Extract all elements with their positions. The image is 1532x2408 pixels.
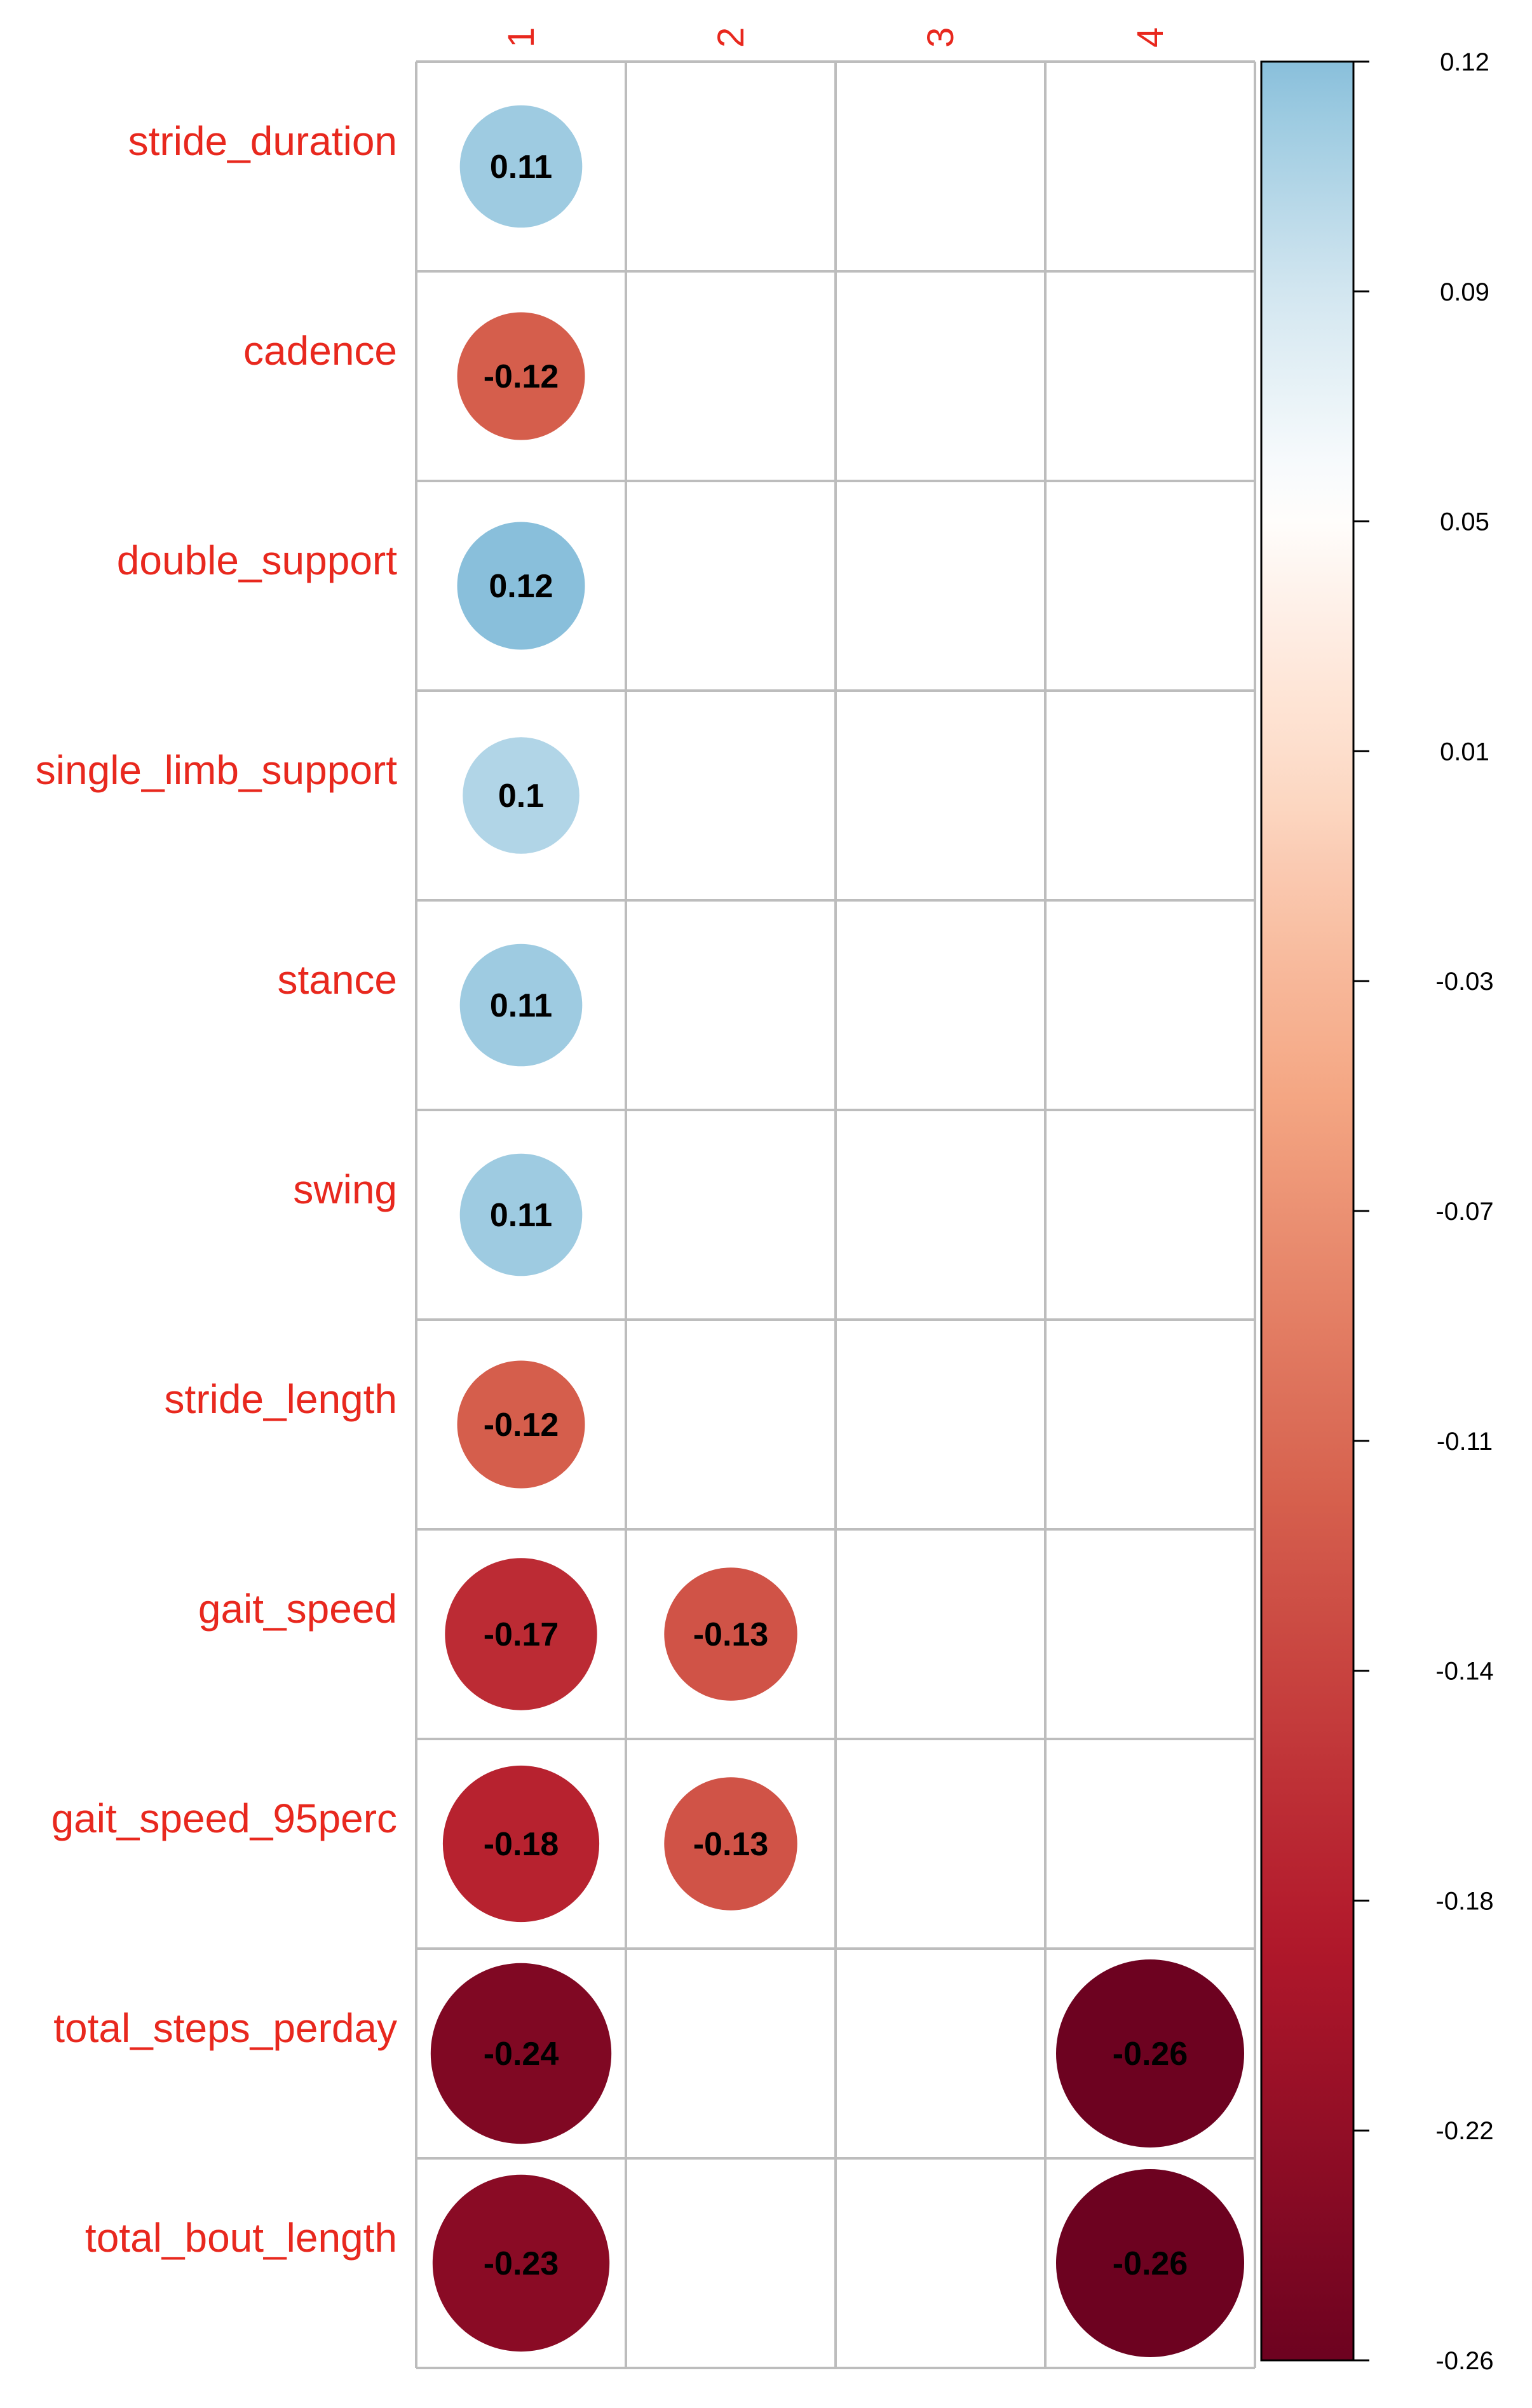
colorbar-tick-label: -0.14 (1435, 1658, 1493, 1686)
row-label-gait_speed_95perc: gait_speed_95perc (51, 1796, 397, 1841)
row-label-cadence: cadence (243, 328, 397, 374)
corr-circle-gait_speed_95perc-1 (442, 1765, 600, 1923)
row-label-swing: swing (293, 1167, 397, 1212)
row-label-total_steps_perday: total_steps_perday (53, 2005, 397, 2051)
corr-circle-cadence-1 (457, 312, 585, 440)
corr-circle-gait_speed-1 (445, 1558, 597, 1710)
colorbar-tick-label: -0.26 (1435, 2347, 1493, 2375)
column-label-1: 1 (501, 27, 542, 48)
corr-value-stance-1: 0.11 (490, 987, 552, 1024)
colorbar-tick-label: -0.11 (1437, 1428, 1493, 1456)
column-labels: 1 2 3 4 (501, 27, 1171, 48)
row-label-gait_speed: gait_speed (198, 1586, 397, 1632)
corr-circle-single_limb_support-1 (463, 737, 580, 854)
column-label-3: 3 (920, 27, 961, 48)
corr-value-gait_speed-1: -0.17 (484, 1616, 559, 1653)
column-label-4: 4 (1130, 27, 1171, 48)
corr-circle-stride_length-1 (457, 1360, 585, 1489)
corr-value-swing-1: 0.11 (490, 1197, 552, 1234)
colorbar-tick-label: 0.09 (1440, 278, 1489, 306)
corr-value-single_limb_support-1: 0.1 (498, 778, 544, 815)
corr-value-gait_speed_95perc-1: -0.18 (484, 1826, 559, 1863)
corr-circle-gait_speed-2 (664, 1567, 797, 1701)
corr-circle-total_steps_perday-1 (430, 1963, 612, 2144)
corr-circle-double_support-1 (457, 522, 585, 650)
corr-circle-stride_duration-1 (459, 105, 583, 228)
row-label-stance: stance (277, 957, 397, 1003)
corr-value-total_bout_length-4: -0.26 (1113, 2245, 1188, 2282)
grid (415, 60, 1256, 2369)
row-label-stride_duration: stride_duration (128, 118, 397, 164)
circles (430, 105, 1244, 2357)
colorbar-tick-label: -0.22 (1435, 2117, 1493, 2145)
corr-value-gait_speed_95perc-2: -0.13 (693, 1826, 769, 1863)
corr-value-gait_speed-2: -0.13 (693, 1616, 769, 1653)
corr-circle-total_bout_length-4 (1056, 2169, 1244, 2357)
corr-value-total_steps_perday-4: -0.26 (1113, 2036, 1188, 2073)
corr-value-stride_length-1: -0.12 (484, 1407, 559, 1444)
colorbar: 0.12 0.09 0.05 0.01 -0.03 -0.07 -0.11 -0.14 -0.1… (1260, 48, 1494, 2375)
colorbar-tick-label: -0.18 (1435, 1887, 1493, 1915)
row-label-single_limb_support: single_limb_support (36, 747, 397, 793)
row-label-total_bout_length: total_bout_length (85, 2215, 397, 2261)
corr-value-cadence-1: -0.12 (484, 358, 559, 395)
colorbar-gradient (1260, 60, 1355, 2362)
colorbar-tick-label: 0.12 (1440, 48, 1489, 76)
corr-circle-total_bout_length-1 (432, 2174, 610, 2352)
colorbar-tick-label: -0.07 (1435, 1198, 1493, 1226)
colorbar-tick-label: 0.05 (1440, 508, 1489, 536)
colorbar-tick-label: 0.01 (1440, 738, 1489, 766)
corr-value-total_steps_perday-1: -0.24 (484, 2036, 559, 2073)
column-label-2: 2 (710, 27, 752, 48)
corr-circle-swing-1 (459, 1153, 583, 1276)
corr-circle-stance-1 (459, 944, 583, 1067)
corr-value-total_bout_length-1: -0.23 (484, 2245, 559, 2282)
corr-circle-total_steps_perday-4 (1056, 1959, 1244, 2148)
row-label-stride_length: stride_length (165, 1376, 397, 1422)
row-label-double_support: double_support (117, 538, 397, 583)
colorbar-tick-label: -0.03 (1435, 968, 1493, 996)
value-labels: 0.11 -0.12 0.12 0.1 0.11 0.11 -0.12 -0.17 -0.13 -… (484, 149, 1188, 2282)
corr-value-double_support-1: 0.12 (489, 568, 553, 605)
corr-value-stride_duration-1: 0.11 (490, 149, 552, 186)
corr-circle-gait_speed_95perc-2 (664, 1777, 797, 1911)
